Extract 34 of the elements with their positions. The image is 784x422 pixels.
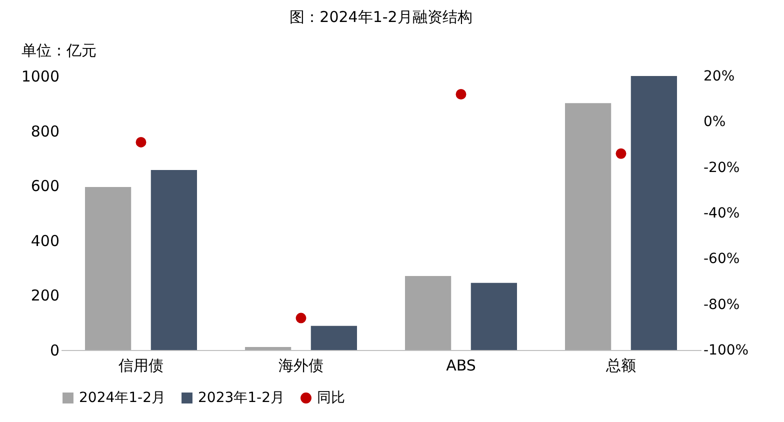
y2-tick-label: -20%	[704, 160, 740, 176]
y-tick-label: 200	[30, 286, 60, 305]
point	[456, 89, 466, 100]
bar	[565, 103, 612, 350]
y-axis-title: 单位：亿元	[22, 42, 96, 60]
x-tick-label: 海外债	[278, 356, 324, 374]
y-tick-label: 800	[30, 122, 60, 140]
y-tick-label: 1000	[21, 68, 60, 86]
y-tick-label: 600	[30, 177, 60, 196]
x-tick-label: 信用债	[118, 356, 164, 374]
point	[296, 312, 306, 324]
y-tick-label: 400	[30, 232, 60, 250]
legend-label: 同比	[317, 390, 345, 406]
point	[136, 136, 146, 148]
point	[616, 148, 626, 159]
y2-tick-label: -100%	[704, 342, 749, 358]
y2-tick-label: -80%	[704, 296, 740, 313]
bar	[245, 346, 292, 350]
legend-label: 2023年1-2月	[198, 390, 284, 406]
x-tick-label: 总额	[605, 356, 636, 374]
y2-tick-label: -60%	[704, 251, 740, 268]
chart-title: 图：2024年1-2月融资结构	[290, 8, 472, 26]
y2-tick-label: -40%	[704, 206, 740, 222]
y2-tick-label: 0%	[704, 114, 726, 130]
y2-tick-label: 20%	[704, 68, 735, 84]
bar	[85, 186, 132, 350]
bar	[150, 170, 197, 350]
bar	[405, 276, 452, 350]
x-tick-label: ABS	[446, 356, 476, 374]
legend-label: 2024年1-2月	[79, 390, 166, 406]
y-tick-label: 0	[50, 342, 60, 360]
bar	[310, 326, 357, 350]
bar	[470, 282, 517, 350]
bar	[630, 76, 677, 350]
